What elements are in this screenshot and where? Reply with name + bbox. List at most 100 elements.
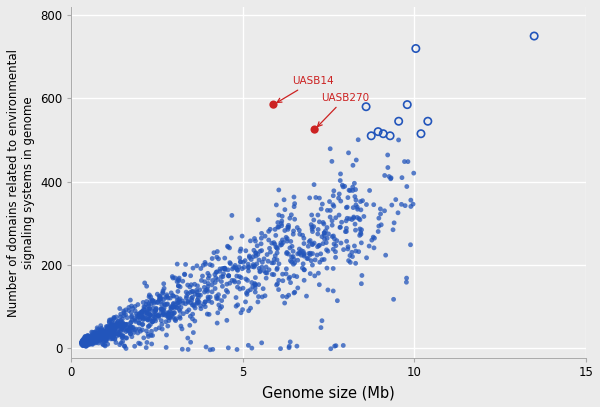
Point [80, 339, 90, 346]
Point [304, 243, 313, 249]
Point [250, 285, 260, 291]
Point [80, 336, 90, 343]
Point [116, 311, 125, 317]
Point [247, 279, 257, 286]
Point [156, 306, 166, 312]
Point [109, 330, 119, 337]
Point [127, 327, 136, 333]
Point [299, 240, 309, 247]
Point [86, 336, 95, 342]
Point [244, 268, 253, 274]
Text: UASB270: UASB270 [317, 92, 370, 127]
Point [137, 308, 147, 315]
Point [96, 327, 106, 334]
Point [314, 243, 323, 249]
Point [295, 249, 304, 256]
Point [255, 248, 265, 254]
Point [357, 272, 367, 279]
Point [134, 314, 143, 321]
Point [78, 339, 88, 345]
Point [82, 343, 91, 350]
Point [347, 216, 357, 223]
Point [290, 289, 299, 295]
Point [272, 245, 282, 252]
Point [298, 232, 307, 239]
Point [83, 339, 93, 346]
Point [220, 265, 229, 272]
Point [319, 221, 329, 227]
Point [233, 302, 242, 308]
Point [79, 337, 88, 343]
Point [164, 314, 173, 320]
Point [100, 333, 109, 340]
Point [238, 306, 247, 313]
Point [318, 241, 328, 247]
Point [386, 175, 396, 181]
Point [238, 265, 247, 272]
Point [191, 287, 201, 293]
Point [137, 315, 147, 321]
Point [160, 302, 170, 308]
Point [257, 264, 266, 270]
Point [406, 197, 416, 204]
Point [315, 259, 325, 265]
Point [211, 275, 221, 281]
Point [250, 289, 260, 295]
Point [352, 204, 362, 210]
Point [98, 331, 108, 338]
Point [344, 150, 353, 156]
Point [134, 311, 144, 317]
Point [278, 278, 287, 284]
Point [406, 203, 416, 210]
Point [132, 313, 142, 319]
Point [281, 265, 291, 272]
Point [220, 265, 230, 271]
Point [152, 291, 162, 298]
Point [110, 326, 120, 332]
Point [77, 339, 86, 346]
Point [160, 301, 169, 307]
Point [356, 198, 365, 205]
Point [181, 300, 190, 307]
Point [91, 331, 100, 337]
Point [84, 340, 94, 346]
Point [260, 293, 270, 299]
Point [257, 235, 266, 241]
Point [150, 308, 160, 315]
Point [208, 346, 218, 352]
Point [145, 292, 154, 298]
Point [83, 339, 93, 345]
Point [80, 340, 90, 347]
Point [339, 246, 349, 253]
Point [80, 341, 89, 347]
Point [227, 235, 236, 241]
Point [125, 324, 134, 331]
Point [116, 325, 126, 332]
Point [274, 286, 283, 293]
Point [277, 213, 287, 219]
Point [98, 336, 108, 342]
Point [77, 339, 87, 346]
Point [529, 33, 539, 39]
Point [107, 326, 117, 333]
Point [92, 330, 101, 337]
Point [338, 184, 348, 190]
Point [174, 296, 184, 303]
Point [391, 196, 401, 203]
Point [113, 328, 122, 334]
Point [91, 336, 100, 343]
Point [175, 306, 184, 313]
Point [193, 300, 202, 306]
Point [329, 236, 339, 242]
Point [167, 274, 177, 280]
Point [80, 333, 90, 340]
Point [236, 309, 246, 316]
Point [78, 337, 88, 344]
Point [254, 281, 263, 288]
Point [99, 328, 109, 334]
Point [326, 346, 335, 352]
Point [126, 324, 136, 330]
Point [95, 332, 104, 338]
Point [229, 277, 239, 284]
Point [126, 330, 136, 337]
